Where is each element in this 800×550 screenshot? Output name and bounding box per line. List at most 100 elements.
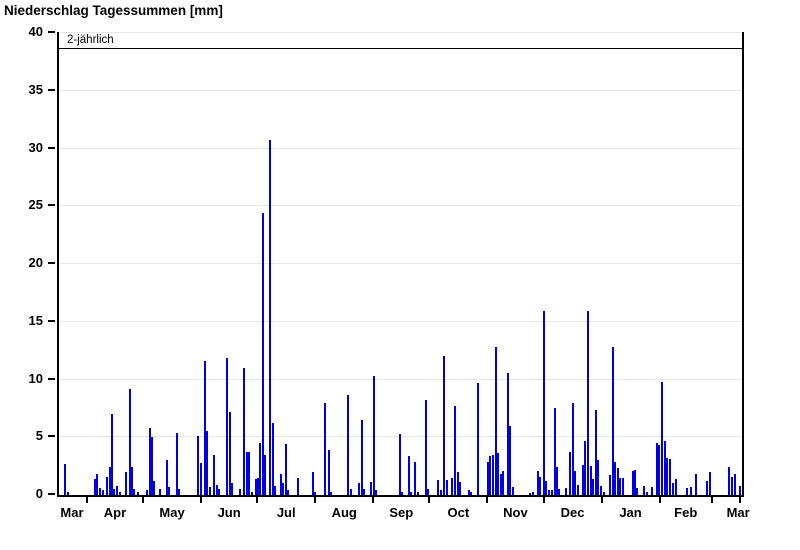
precip-bar — [125, 472, 128, 495]
precip-bar — [728, 467, 731, 495]
precip-bar — [229, 412, 232, 495]
precip-bar — [545, 481, 548, 495]
x-axis-month-label: Mar — [726, 505, 750, 520]
chart-title: Niederschlag Tagessummen [mm] — [4, 3, 223, 18]
precip-bar — [284, 444, 287, 495]
x-axis-month-label: Oct — [447, 505, 470, 520]
x-axis-tick — [600, 496, 603, 503]
y-axis-tick-label: 10 — [28, 370, 43, 386]
precip-bar — [363, 489, 366, 495]
precip-bar — [360, 420, 363, 495]
precip-bar — [568, 452, 571, 495]
precip-bar — [269, 140, 272, 495]
y-axis-tick — [48, 493, 55, 495]
precip-bar — [467, 490, 470, 495]
precip-bar — [151, 437, 153, 495]
x-axis-month-label: Sep — [389, 505, 414, 520]
precip-bar — [206, 431, 209, 495]
y-axis-tick-label: 0 — [35, 486, 43, 501]
y-axis-tick-label: 20 — [28, 255, 43, 270]
precip-bar — [636, 488, 639, 495]
precip-bar — [489, 456, 492, 495]
precip-bar — [375, 490, 378, 495]
y-axis-tick — [48, 377, 55, 380]
precip-bar — [128, 389, 131, 495]
precip-bar — [671, 483, 674, 495]
precip-bar — [486, 462, 489, 495]
precip-bar — [592, 479, 595, 495]
precip-bar — [663, 441, 666, 495]
precip-bar — [581, 465, 584, 495]
precip-bar — [439, 490, 442, 495]
precip-bar — [491, 455, 494, 495]
threshold-line — [59, 48, 742, 49]
precip-bar — [655, 443, 658, 495]
x-axis-tick — [372, 496, 375, 503]
precip-bar — [451, 478, 454, 495]
precip-bar — [136, 492, 139, 495]
precip-bar — [238, 489, 241, 495]
gridline-15 — [59, 320, 742, 322]
y-axis-tick-label: 40 — [28, 24, 43, 39]
precip-bar — [197, 436, 200, 495]
precip-bar — [558, 489, 561, 495]
precip-bar — [281, 483, 284, 495]
precip-bar — [99, 488, 102, 495]
precip-bar — [398, 434, 401, 495]
gridline-30 — [59, 147, 742, 149]
precip-bar — [203, 361, 206, 495]
gridline-40 — [59, 32, 742, 33]
precip-bar — [93, 479, 96, 495]
x-axis-month-label: Jul — [276, 505, 296, 520]
precip-bar — [407, 456, 410, 495]
precip-bar — [437, 480, 440, 495]
precip-bar — [694, 474, 697, 495]
precip-bar — [424, 400, 427, 495]
precip-bar — [113, 489, 116, 495]
precip-bar — [602, 492, 605, 495]
precip-bar — [686, 488, 689, 495]
gridline-25 — [59, 205, 742, 207]
x-axis-tick — [658, 496, 661, 503]
y-axis-tick — [48, 88, 55, 91]
x-axis-month-label: May — [159, 505, 185, 520]
precip-bar — [674, 479, 677, 495]
precip-bar — [165, 460, 168, 495]
precip-bar — [416, 492, 419, 495]
x-axis-month-label: Jun — [217, 505, 241, 520]
precip-bar — [511, 487, 514, 495]
precip-bar — [550, 490, 553, 495]
y-axis-tick-label: 30 — [28, 139, 43, 155]
precip-bar — [148, 428, 151, 495]
precip-bar — [532, 492, 535, 495]
precip-bar — [297, 478, 300, 495]
precip-bar — [589, 466, 592, 495]
precip-bar — [153, 481, 156, 495]
x-axis-tick — [314, 496, 317, 503]
precip-bar — [661, 382, 664, 495]
precip-bar — [101, 490, 104, 495]
y-axis-tick-label: 35 — [28, 81, 43, 97]
precip-bar — [499, 474, 502, 495]
precip-bar — [609, 475, 612, 495]
precip-bar — [175, 433, 178, 495]
precip-bar — [733, 474, 736, 495]
precip-bar — [370, 482, 373, 495]
precip-bar — [571, 403, 574, 495]
precip-bar — [208, 487, 211, 495]
precip-bar — [576, 485, 579, 495]
precip-bar — [443, 356, 446, 495]
precip-bar — [199, 463, 202, 495]
precip-bar — [621, 478, 624, 495]
precip-bar — [643, 486, 646, 495]
precip-bar — [494, 347, 497, 495]
x-axis-tick — [200, 496, 203, 503]
precip-bar — [116, 486, 118, 495]
precip-bar — [63, 464, 66, 495]
x-axis-tick — [739, 496, 741, 503]
precip-bar — [347, 395, 350, 495]
precip-bar — [599, 486, 602, 495]
precip-bar — [584, 441, 587, 495]
precip-bar — [446, 480, 449, 495]
